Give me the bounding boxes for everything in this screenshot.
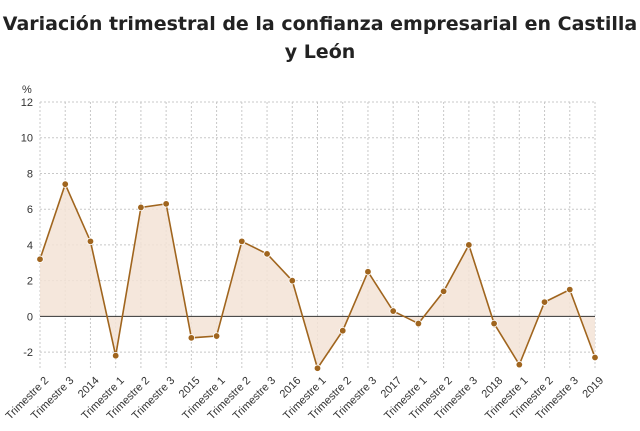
data-point bbox=[187, 334, 196, 342]
y-tick-label: 2 bbox=[27, 276, 33, 288]
data-point bbox=[238, 237, 246, 246]
data-point bbox=[566, 285, 574, 294]
data-point bbox=[389, 307, 397, 315]
chart-title-line-2: y León bbox=[284, 41, 356, 63]
data-point bbox=[86, 237, 95, 246]
data-point bbox=[162, 200, 170, 208]
data-points bbox=[36, 180, 599, 372]
data-point bbox=[137, 203, 145, 212]
y-axis-ticks: -2 0 2 4 6 8 10 12 bbox=[21, 97, 33, 359]
data-point bbox=[339, 326, 347, 335]
data-point bbox=[515, 360, 524, 369]
data-point bbox=[288, 276, 296, 285]
y-tick-label: 10 bbox=[21, 133, 33, 145]
data-point bbox=[212, 332, 221, 340]
y-tick-label: 0 bbox=[27, 311, 33, 323]
chart-title-line-1: Variación trimestral de la confianza emp… bbox=[2, 13, 638, 35]
data-point bbox=[263, 250, 271, 258]
y-tick-label: 12 bbox=[21, 97, 33, 109]
x-tick-label: 2019 bbox=[580, 375, 606, 401]
data-point bbox=[414, 319, 423, 328]
y-axis-unit: % bbox=[22, 84, 32, 96]
data-point bbox=[465, 241, 473, 249]
data-point bbox=[591, 353, 599, 362]
chart-title: Variación trimestral de la confianza emp… bbox=[0, 10, 640, 66]
y-tick-label: -2 bbox=[23, 347, 33, 359]
data-point bbox=[36, 255, 44, 263]
data-point bbox=[364, 268, 372, 276]
y-tick-label: 4 bbox=[27, 240, 33, 252]
data-point bbox=[313, 364, 322, 372]
data-point bbox=[439, 287, 448, 296]
area-fill bbox=[40, 184, 595, 369]
y-tick-label: 8 bbox=[27, 168, 33, 180]
data-point bbox=[540, 298, 549, 306]
data-point bbox=[111, 352, 120, 360]
data-point bbox=[490, 319, 498, 328]
data-point bbox=[61, 180, 69, 188]
y-tick-label: 6 bbox=[27, 204, 33, 216]
